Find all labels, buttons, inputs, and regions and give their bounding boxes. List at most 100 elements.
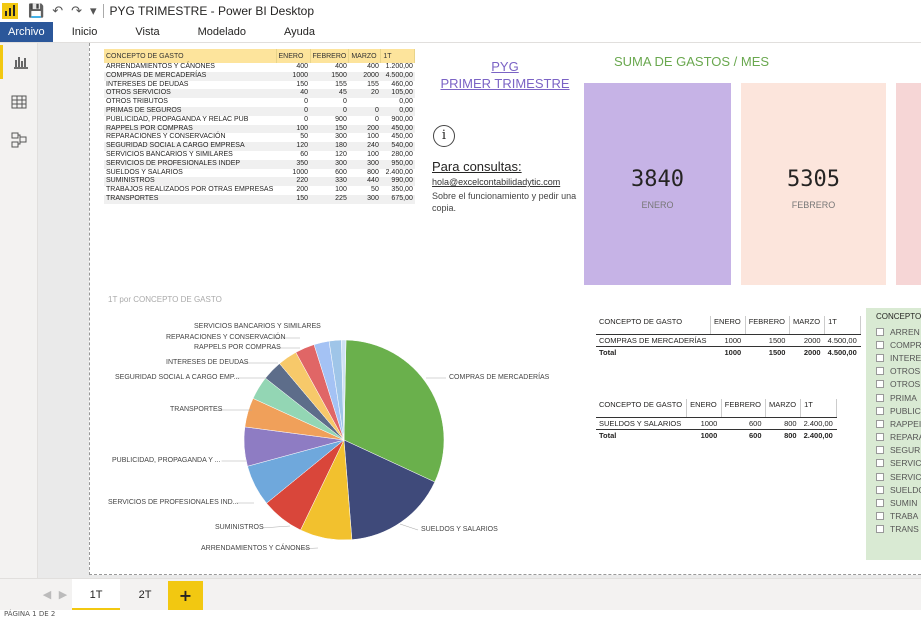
slicer-item-label: ARREN (890, 326, 920, 337)
cell: Total (596, 345, 711, 358)
slicer-item[interactable]: SEGUR (866, 444, 921, 457)
card-enero[interactable]: 3840 ENERO (584, 83, 731, 285)
slicer-item-label: SERVIC (890, 458, 921, 469)
slicer-item[interactable]: SERVIC (866, 457, 921, 470)
cell: 105,00 (380, 89, 415, 99)
col-header[interactable]: CONCEPTO DE GASTO (596, 399, 688, 418)
cell: 900 (335, 115, 347, 123)
cell: 0 (348, 106, 381, 116)
col-header[interactable]: MARZO (765, 399, 802, 418)
slicer-item[interactable]: OTROS (866, 365, 921, 378)
checkbox-icon[interactable] (876, 340, 884, 349)
checkbox-icon[interactable] (876, 512, 884, 521)
info-icon[interactable]: i (433, 125, 455, 147)
model-view-icon[interactable] (0, 123, 38, 157)
pyg-subtitle: PRIMER TRIMESTRE (440, 76, 570, 91)
pie-label: COMPRAS DE MERCADERÍAS (449, 374, 550, 381)
cell: 1.200,00 (385, 63, 413, 70)
add-page-button[interactable]: + (168, 581, 203, 611)
save-icon[interactable]: 💾 (28, 3, 45, 19)
checkbox-icon[interactable] (876, 446, 884, 455)
status-bar: PÁGINA 1 DE 2 (0, 610, 921, 619)
card-marzo-partial[interactable] (896, 83, 921, 285)
cell: 0 (374, 115, 379, 123)
checkbox-icon[interactable] (876, 525, 884, 534)
slicer-item[interactable]: TRANS (866, 523, 921, 536)
col-header[interactable]: ENERO (710, 316, 746, 335)
cell: COMPRAS DE MERCADERÍAS (104, 71, 276, 81)
tab-archivo[interactable]: Archivo (0, 22, 53, 42)
table-row: TRANSPORTES 150 225 300 675,00 (104, 194, 415, 204)
checkbox-icon[interactable] (876, 485, 884, 494)
slicer-item[interactable]: OTROS (866, 378, 921, 391)
page-tab-2t[interactable]: 2T (138, 589, 152, 601)
checkbox-icon[interactable] (876, 472, 884, 481)
checkbox-icon[interactable] (876, 406, 884, 415)
slicer-item[interactable]: SERVIC (866, 470, 921, 483)
tab-inicio[interactable]: Inicio (71, 26, 98, 38)
cell: 2000 (348, 71, 381, 81)
cell: 900,00 (391, 115, 413, 123)
cell: 4.500,00 (827, 335, 857, 345)
col-header[interactable]: CONCEPTO DE GASTO (596, 316, 712, 335)
cards-title: SUMA DE GASTOS / MES (614, 54, 770, 69)
checkbox-icon[interactable] (876, 459, 884, 468)
col-header[interactable]: 1T (800, 399, 838, 418)
prev-page-icon[interactable]: ◀ (42, 589, 52, 601)
slicer-item[interactable]: TRABA (866, 510, 921, 523)
col-header[interactable]: CONCEPTO DE GASTO (104, 49, 277, 63)
table-row: TRABAJOS REALIZADOS POR OTRAS EMPRESAS 20… (104, 186, 415, 195)
slicer-item[interactable]: SUMIN (866, 496, 921, 509)
col-header[interactable]: FEBRERO (745, 316, 790, 335)
next-page-icon[interactable]: ▶ (58, 589, 68, 601)
col-header[interactable]: FEBRERO (721, 399, 767, 418)
slicer-item[interactable]: REPARA (866, 431, 921, 444)
slicer-item-label: PUBLIC (890, 405, 921, 416)
cell: 450,00 (391, 133, 413, 141)
checkbox-icon[interactable] (876, 353, 884, 362)
col-header[interactable]: 1T (380, 49, 416, 63)
tab-ayuda[interactable]: Ayuda (283, 26, 315, 38)
redo-icon[interactable]: ↷ (71, 3, 82, 19)
cell: 40 (276, 89, 310, 99)
slicer-item[interactable]: SUELDO (866, 483, 921, 496)
col-header[interactable]: ENERO (276, 49, 311, 63)
customize-toolbar-icon[interactable]: ▾ (90, 3, 97, 19)
checkbox-icon[interactable] (876, 499, 884, 508)
slicer-item[interactable]: RAPPEI (866, 417, 921, 430)
pie-label: TRANSPORTES (170, 406, 223, 413)
checkbox-icon[interactable] (876, 367, 884, 376)
tab-modelado[interactable]: Modelado (197, 26, 246, 38)
data-view-icon[interactable] (0, 85, 38, 119)
slicer-item[interactable]: PRIMA (866, 391, 921, 404)
checkbox-icon[interactable] (876, 419, 884, 428)
col-header[interactable]: MARZO (789, 316, 826, 335)
cell: COMPRAS DE MERCADERÍAS (599, 335, 707, 345)
col-header[interactable]: MARZO (348, 49, 382, 63)
slicer-item[interactable]: INTERE (866, 351, 921, 364)
contact-email-link[interactable]: hola@excelcontabilidadytic.com (432, 177, 561, 187)
col-header[interactable]: 1T (824, 316, 862, 335)
checkbox-icon[interactable] (876, 327, 884, 336)
page-tabs-bar: ◀ ▶ 1T 2T + (0, 578, 921, 611)
undo-icon[interactable]: ↶ (52, 3, 64, 19)
cell: 0 (276, 106, 310, 116)
slicer-item[interactable]: PUBLIC (866, 404, 921, 417)
checkbox-icon[interactable] (876, 380, 884, 389)
slicer-title: CONCEPTO (876, 312, 921, 321)
report-view-icon[interactable] (0, 45, 38, 79)
slicer-item[interactable]: ARREN (866, 325, 921, 338)
page-tab-1t[interactable]: 1T (72, 579, 120, 611)
slicer-item-label: SUMIN (890, 498, 918, 509)
cell: 800 (367, 168, 379, 176)
checkbox-icon[interactable] (876, 393, 884, 402)
slicer-item-label: PRIMA (890, 392, 917, 403)
col-header[interactable]: ENERO (686, 399, 722, 418)
contact-note: Sobre el funcionamiento y pedir una copi… (432, 191, 577, 213)
tab-vista[interactable]: Vista (135, 26, 160, 38)
col-header[interactable]: FEBRERO (310, 49, 350, 63)
cell: 0 (304, 115, 308, 123)
card-febrero[interactable]: 5305 FEBRERO (741, 83, 886, 285)
slicer-item[interactable]: COMPR (866, 338, 921, 351)
checkbox-icon[interactable] (876, 433, 884, 442)
